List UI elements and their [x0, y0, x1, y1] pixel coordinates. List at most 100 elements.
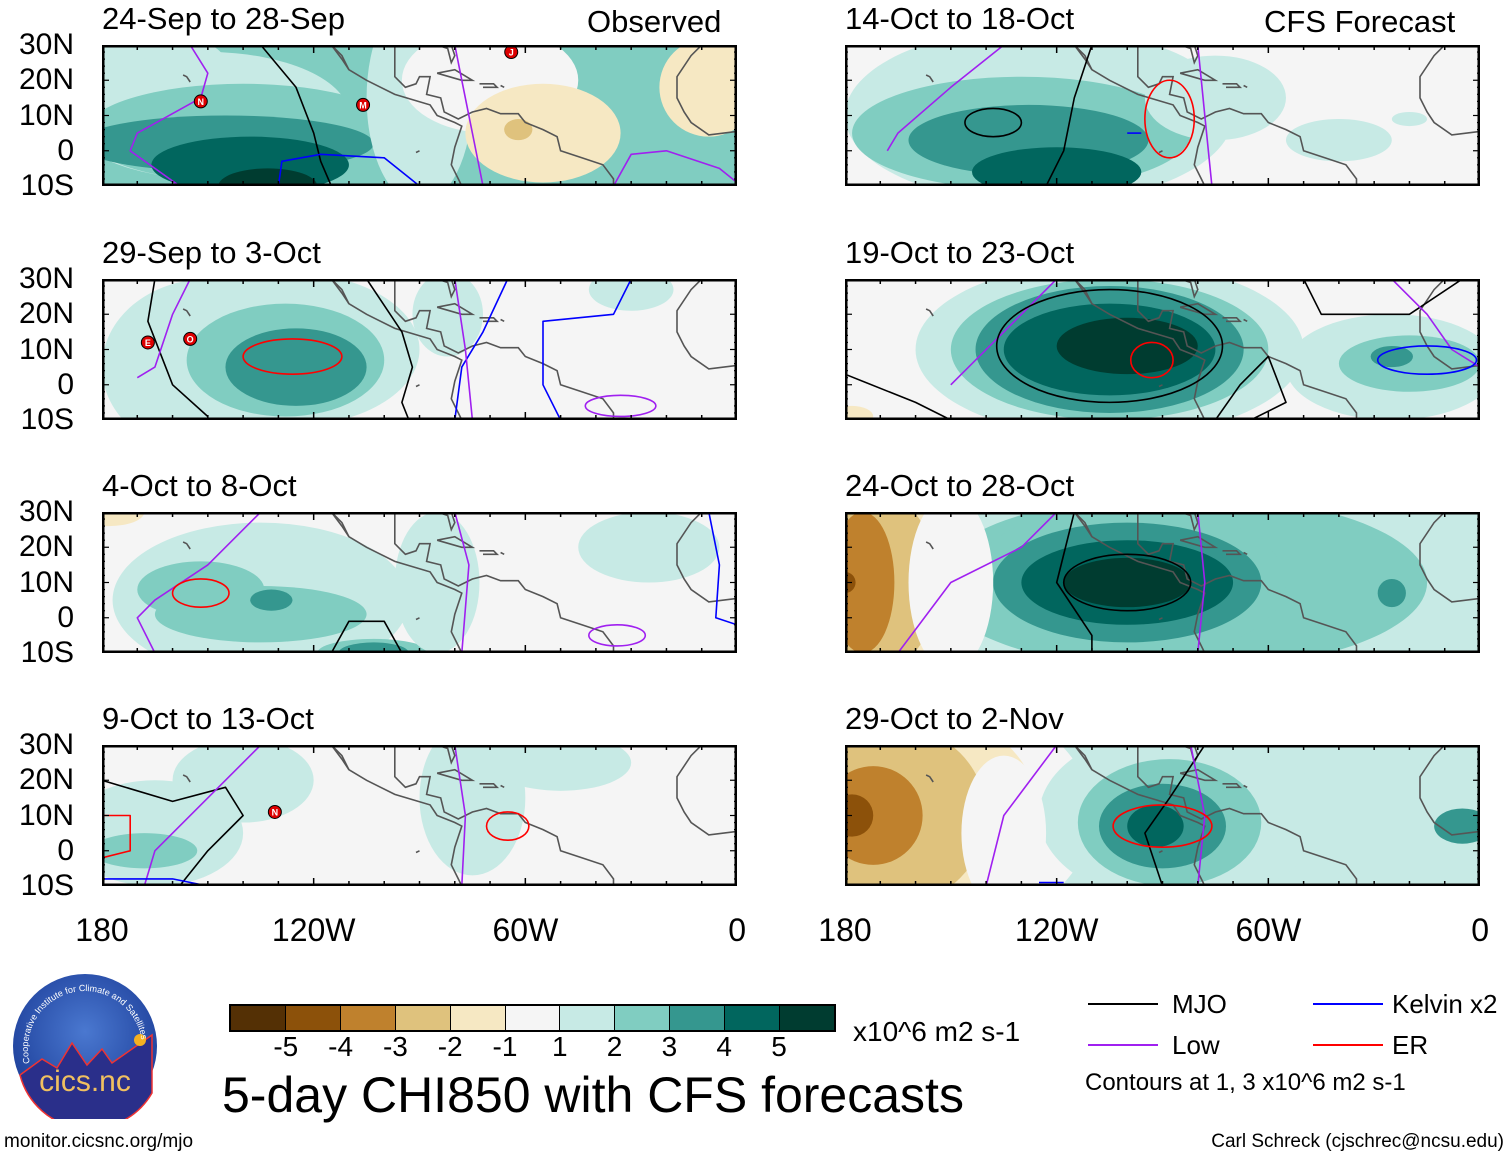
colorbar-swatch [394, 1006, 450, 1030]
colorbar-swatch [614, 1006, 670, 1030]
coastline [1243, 84, 1248, 89]
contour-line [542, 279, 632, 420]
colorbar-swatch [231, 1006, 285, 1030]
coastline [330, 745, 463, 886]
coastline [1073, 45, 1093, 71]
chi-shading-region [172, 745, 314, 823]
footer-credit: Carl Schreck (cjschrec@ncsu.edu) [1211, 1131, 1504, 1152]
legend-label-kelvin: Kelvin x2 [1392, 989, 1498, 1019]
contour-loop [588, 624, 647, 647]
contour-line [454, 279, 509, 420]
chi-shading-region [338, 642, 409, 653]
coastline [436, 768, 476, 782]
chi-shading-region [102, 512, 145, 527]
coastline [1179, 302, 1219, 316]
colorbar-label: -1 [492, 1031, 518, 1062]
coastline [500, 84, 505, 89]
contour-line [1144, 745, 1206, 886]
contour-line [886, 45, 1005, 152]
coastline [330, 745, 350, 771]
lon-label: 120W [271, 912, 356, 948]
contour-line [1391, 279, 1480, 368]
chi-shading-region [1434, 808, 1480, 844]
map-svg [845, 279, 1480, 420]
map-panel: N [102, 745, 737, 886]
coastline [393, 45, 615, 186]
chi-shading-region [845, 794, 874, 837]
colorbar-swatch [669, 1006, 725, 1030]
colorbar-label: -4 [328, 1031, 354, 1062]
coastline [415, 850, 420, 854]
map-panel: N M J [102, 45, 737, 186]
chi-shading-region [659, 45, 737, 137]
coastline [1136, 745, 1358, 886]
coastline [1158, 850, 1163, 854]
coastline [500, 784, 505, 789]
lon-label: 0 [1471, 912, 1489, 948]
contour-loop [584, 394, 657, 418]
coastline [415, 150, 420, 154]
contour-line [129, 45, 209, 186]
lat-label: 20N [18, 63, 74, 97]
coastline [1136, 279, 1358, 420]
coastline [1222, 82, 1243, 89]
coastline [1158, 384, 1163, 388]
chi-shading-region [419, 745, 526, 876]
contour-line [1045, 45, 1093, 186]
chi-shading-region [845, 405, 874, 420]
storm-letter: E [145, 338, 151, 348]
contour-loop [171, 578, 230, 608]
tropical-cyclone-icon: N [193, 94, 208, 109]
legend-line-low [1088, 1044, 1158, 1046]
colorbar [229, 1004, 836, 1032]
contour-line [454, 745, 467, 886]
coastline [676, 745, 737, 836]
lat-label: 10N [18, 565, 74, 599]
contour-line [612, 150, 737, 186]
cics-logo: Cooperative Institute for Climate and Sa… [13, 974, 157, 1119]
tropical-cyclone-icon: O [183, 331, 198, 346]
lon-label: 60W [1235, 912, 1302, 948]
legend-line-kelvin [1313, 1003, 1383, 1005]
contour-line [260, 45, 333, 186]
coastline [500, 551, 505, 556]
coastline [676, 45, 737, 136]
chi-shading-region [1127, 804, 1184, 848]
coastline [676, 512, 737, 603]
contour-line [708, 512, 737, 626]
footer-url: monitor.cicsnc.org/mjo [4, 1131, 194, 1152]
coastline [436, 302, 476, 316]
colorbar-label: 1 [552, 1031, 568, 1062]
legend-line-er [1313, 1044, 1383, 1046]
colorbar-swatch [504, 1006, 560, 1030]
colorbar-label: 3 [661, 1031, 678, 1062]
coastline [182, 774, 191, 783]
coastline [479, 316, 500, 323]
map-panel [845, 512, 1480, 653]
chi-shading-region [845, 766, 923, 865]
contour-loop [1129, 341, 1174, 379]
lat-label: 0 [57, 133, 74, 167]
coastline [393, 279, 615, 420]
lat-label: 20N [18, 763, 74, 797]
contour-line [1302, 279, 1463, 316]
chi-shading-region [465, 83, 621, 183]
lon-label: 60W [492, 912, 559, 948]
logo-text: cics.nc [39, 1065, 131, 1098]
coastline [330, 512, 463, 653]
chi-shading-region [1391, 111, 1428, 127]
legend-line-mjo [1088, 1003, 1158, 1005]
coastline [1073, 512, 1093, 538]
contour-line [1055, 512, 1093, 653]
coastline [182, 308, 191, 317]
coastline [330, 45, 350, 71]
contour-line [845, 373, 952, 420]
legend-label-mjo: MJO [1172, 989, 1227, 1019]
coastline [415, 617, 420, 621]
coastline [1179, 68, 1219, 82]
coastline [393, 745, 615, 886]
coastline [1073, 45, 1206, 186]
colorbar-swatch [779, 1006, 834, 1030]
